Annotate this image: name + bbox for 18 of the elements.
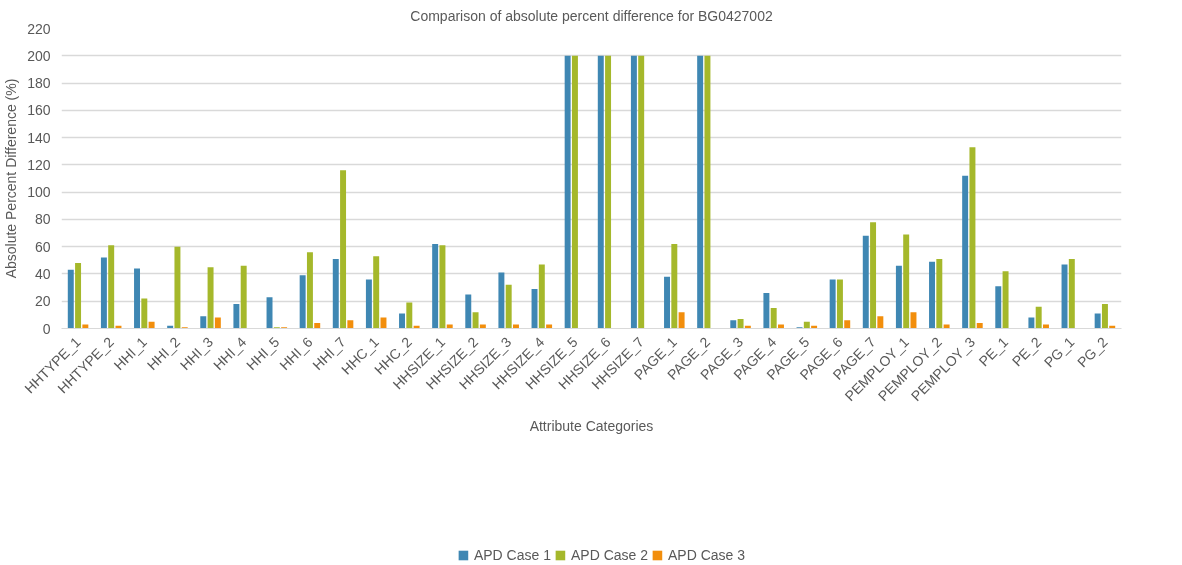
y-tick-label: 220 — [27, 20, 51, 37]
y-tick-label: 160 — [27, 102, 51, 119]
y-tick-label: 20 — [34, 293, 51, 310]
y-tick-label: 80 — [34, 211, 51, 228]
y-tick-label: 120 — [27, 156, 51, 173]
y-tick-label: 140 — [27, 129, 51, 146]
y-tick-label: 180 — [27, 75, 51, 92]
y-tick-label: 200 — [27, 47, 51, 64]
legend-label: APD Case 2 — [570, 547, 649, 563]
legend-label: APD Case 1 — [473, 547, 551, 563]
y-tick-label: 0 — [42, 320, 51, 337]
y-axis-title: Absolute Percent Difference (%) — [3, 78, 20, 279]
x-axis-title: Attribute Categories — [529, 417, 654, 434]
y-tick-label: 40 — [34, 265, 51, 282]
y-tick-label: 60 — [34, 238, 51, 255]
chart-title: Comparison of absolute percent difference for BG0427002 — [410, 7, 773, 24]
y-tick-label: 100 — [27, 184, 51, 201]
legend-label: APD Case 3 — [668, 547, 746, 563]
